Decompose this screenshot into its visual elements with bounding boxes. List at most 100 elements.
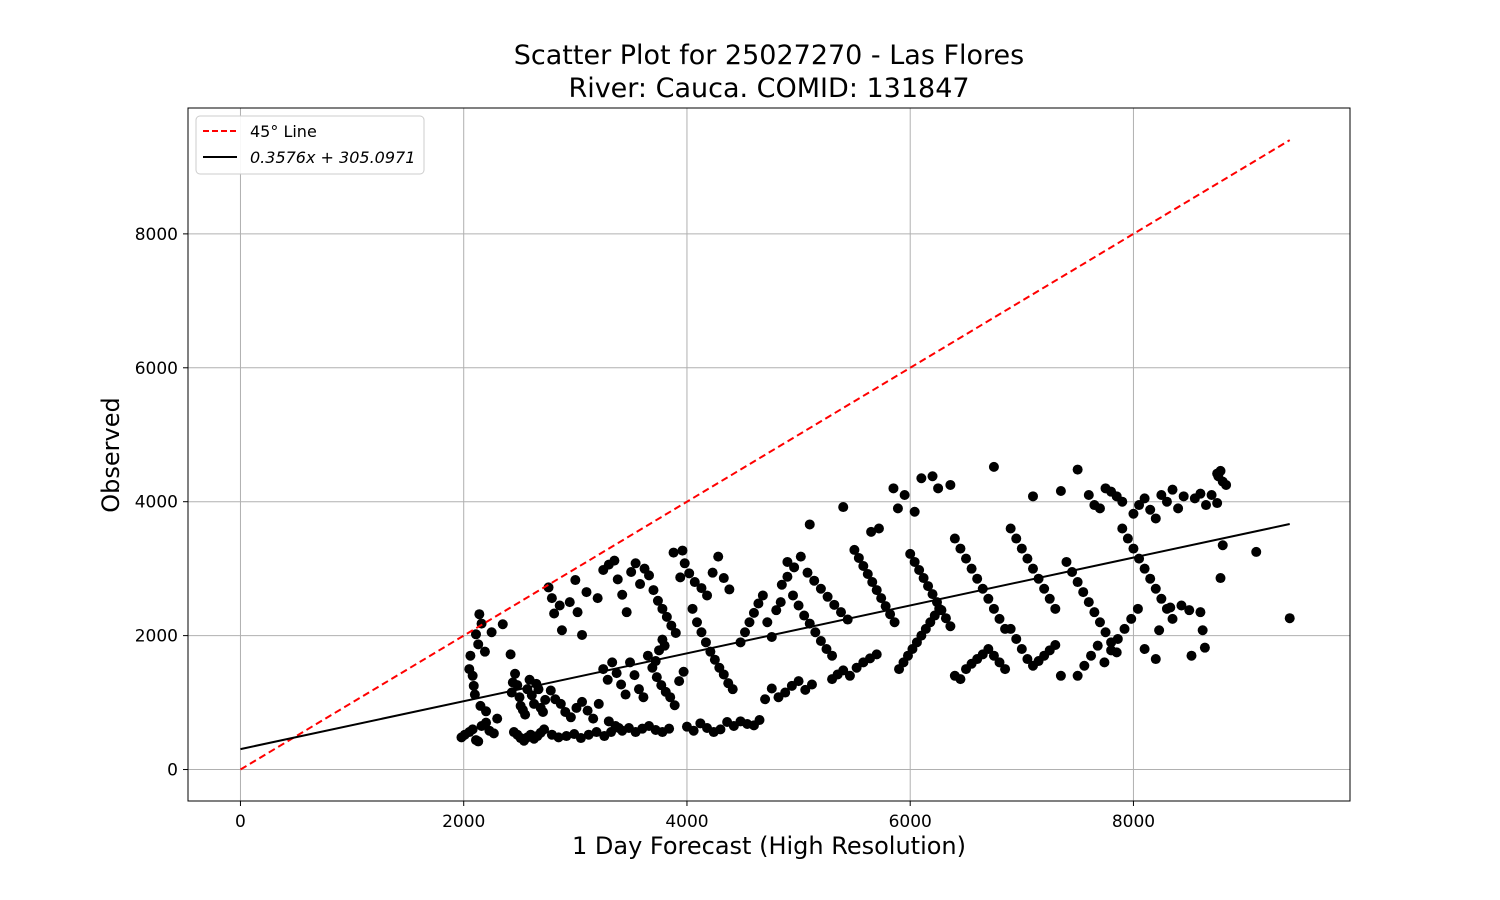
data-point <box>1083 597 1094 608</box>
data-point <box>539 724 550 735</box>
data-point <box>1156 490 1167 501</box>
data-point <box>1027 491 1038 502</box>
data-point <box>577 629 588 640</box>
data-point <box>1099 657 1110 668</box>
legend-box <box>195 115 425 175</box>
data-point <box>572 607 583 618</box>
data-point <box>789 562 800 573</box>
data-point <box>1106 645 1117 656</box>
data-point <box>678 666 689 677</box>
data-point <box>862 569 873 580</box>
data-point <box>1094 617 1105 628</box>
regression-fit-line <box>240 523 1290 751</box>
data-point <box>1117 496 1128 507</box>
data-point <box>1086 650 1097 661</box>
y-tick-label: 0 <box>167 761 178 781</box>
data-point <box>630 558 641 569</box>
data-point <box>670 627 681 638</box>
data-point <box>556 625 567 636</box>
y-tick-layer: 0 2000 4000 6000 8000 <box>135 225 188 781</box>
x-tick-layer: 0 2000 4000 6000 8000 <box>235 801 1155 832</box>
x-tick-label: 2000 <box>442 812 485 832</box>
data-point <box>1212 498 1223 509</box>
data-point <box>873 523 884 534</box>
data-point <box>782 556 793 567</box>
data-point <box>940 613 951 624</box>
data-point <box>505 649 516 660</box>
data-point <box>626 567 637 578</box>
data-point <box>724 584 735 595</box>
data-point <box>666 620 677 631</box>
data-point <box>1217 540 1228 551</box>
data-point <box>621 607 632 618</box>
data-point <box>1161 496 1172 507</box>
data-point <box>651 672 662 683</box>
data-point <box>526 690 537 701</box>
data-point <box>771 605 782 616</box>
data-point <box>889 617 900 628</box>
data-point <box>543 582 554 593</box>
legend-fit-label: 0.3576x + 305.0971 <box>250 148 415 167</box>
chart-title-line-1: Scatter Plot for 25027270 - Las Flores <box>513 40 1025 71</box>
data-point <box>593 698 604 709</box>
data-point <box>1128 543 1139 554</box>
data-point <box>1195 488 1206 499</box>
data-point <box>1195 607 1206 618</box>
data-point <box>1072 464 1083 475</box>
data-point <box>661 611 672 622</box>
data-point <box>467 670 478 681</box>
data-point <box>707 567 718 578</box>
data-point <box>549 608 560 619</box>
data-point <box>1079 660 1090 671</box>
data-point <box>592 593 603 604</box>
data-point <box>1072 577 1083 588</box>
data-point <box>795 551 806 562</box>
data-point <box>806 679 817 690</box>
data-point <box>514 692 525 703</box>
data-point <box>804 519 815 530</box>
data-point <box>1139 563 1150 574</box>
data-point <box>1167 484 1178 495</box>
data-point <box>545 685 556 696</box>
data-point <box>880 601 891 612</box>
data-point <box>620 689 631 700</box>
data-point <box>1139 644 1150 655</box>
data-point <box>753 598 764 609</box>
data-point <box>800 684 811 695</box>
legend: 45° Line 0.3576x + 305.0971 <box>195 115 425 175</box>
data-point <box>520 709 531 720</box>
data-point <box>983 644 994 655</box>
y-tick-label: 8000 <box>135 225 178 245</box>
data-point <box>945 621 956 632</box>
plot-frame <box>187 107 1351 802</box>
data-point <box>1134 500 1145 511</box>
data-point <box>966 563 977 574</box>
data-point <box>776 579 787 590</box>
data-point <box>802 567 813 578</box>
data-point <box>581 587 592 598</box>
data-point <box>588 713 599 724</box>
data-point <box>657 603 668 614</box>
data-point <box>822 591 833 602</box>
data-point <box>700 637 711 648</box>
data-point <box>616 679 627 690</box>
data-point <box>1061 556 1072 567</box>
data-point <box>467 724 478 735</box>
data-point <box>821 644 832 655</box>
y-axis-label: Observed <box>97 397 125 512</box>
data-point <box>540 694 551 705</box>
data-point <box>1186 650 1197 661</box>
data-point <box>668 547 679 558</box>
data-point <box>1154 625 1165 636</box>
data-point <box>1150 654 1161 665</box>
data-point <box>815 635 826 646</box>
data-point <box>853 552 864 563</box>
data-point <box>988 603 999 614</box>
data-point <box>748 607 759 618</box>
data-point <box>1005 523 1016 534</box>
data-point <box>611 668 622 679</box>
data-point <box>867 577 878 588</box>
line-45-degree <box>239 139 1291 771</box>
data-point <box>1122 533 1133 544</box>
